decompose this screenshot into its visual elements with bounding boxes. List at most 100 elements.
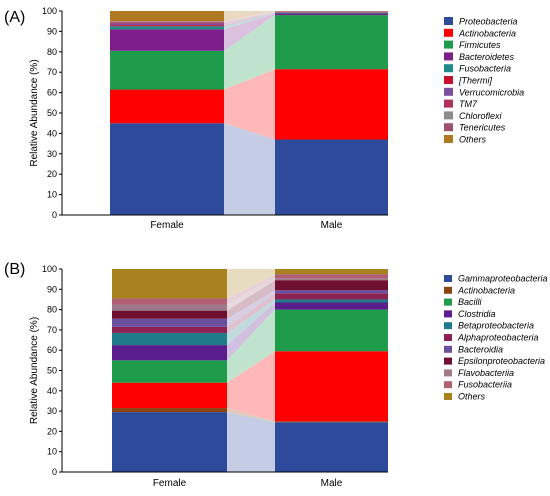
bar-segment <box>110 21 224 23</box>
bar-segment <box>112 326 227 333</box>
legend-swatch <box>444 40 453 49</box>
legend-label: Flavobacteriia <box>458 368 514 378</box>
bar-segment <box>275 309 388 352</box>
legend-label: Actinobacteria <box>457 285 515 295</box>
connector-band <box>224 11 275 23</box>
bar-segment <box>112 332 227 346</box>
y-tick-label: 0 <box>52 210 57 220</box>
x-tick-label: Male <box>321 220 343 231</box>
legend-label: TM7 <box>459 99 478 109</box>
bar-segment <box>112 412 227 472</box>
y-tick-label: 40 <box>47 128 57 138</box>
bar-segment <box>112 382 227 409</box>
legend-swatch <box>444 17 453 25</box>
legend-swatch <box>444 123 453 132</box>
y-tick-label: 30 <box>47 406 57 416</box>
y-tick-label: 70 <box>47 67 57 77</box>
bar-segment <box>275 421 388 423</box>
legend-label: Firmicutes <box>459 40 501 50</box>
panel-label: (B) <box>4 261 25 278</box>
bar-segment <box>112 269 227 299</box>
bar-segment <box>110 89 224 124</box>
bar-segment <box>275 278 388 281</box>
legend-label: Others <box>458 392 486 402</box>
x-tick-label: Female <box>150 220 184 231</box>
legend-swatch <box>444 334 452 341</box>
legend-label: Bacteroidetes <box>459 52 515 62</box>
bar-segment <box>275 139 388 215</box>
legend-label: Others <box>459 135 487 145</box>
bar-segment <box>275 269 388 275</box>
connector-band <box>227 278 275 311</box>
connector-band <box>227 302 275 361</box>
legend-label: Fusobacteria <box>459 64 511 74</box>
connector-band <box>227 290 275 327</box>
legend-label: Verrucomicrobia <box>459 87 524 97</box>
connector-band <box>224 11 275 22</box>
legend-label: Actinobacteria <box>458 28 516 38</box>
bar-segment <box>275 299 388 303</box>
y-tick-label: 80 <box>47 305 57 315</box>
legend-swatch <box>444 345 452 353</box>
connector-band <box>227 309 275 383</box>
y-tick-label: 80 <box>47 47 57 57</box>
legend-label: Bacteroidia <box>458 344 503 354</box>
panel-label: (A) <box>4 9 25 26</box>
y-tick-label: 70 <box>47 325 57 335</box>
y-tick-label: 0 <box>52 467 57 477</box>
bar-segment <box>275 293 388 300</box>
connector-band <box>224 69 275 140</box>
legend-swatch <box>444 111 453 120</box>
y-tick-label: 10 <box>47 447 57 457</box>
connector-band <box>224 12 275 26</box>
legend-label: Alphaproteobacteria <box>457 333 539 343</box>
bar-segment <box>275 13 388 16</box>
legend-swatch <box>444 369 452 377</box>
bar-segment <box>112 345 227 361</box>
connector-band <box>227 412 275 472</box>
y-tick-label: 40 <box>47 386 57 396</box>
legend-swatch <box>444 64 453 73</box>
legend-swatch <box>444 310 452 318</box>
legend-label: [Thermi] <box>458 76 493 86</box>
bar-segment <box>110 26 224 30</box>
legend-swatch <box>444 322 452 330</box>
connector-band <box>227 293 275 333</box>
legend-label: Chloroflexi <box>459 111 503 121</box>
legend-swatch <box>444 52 453 61</box>
connector-band <box>224 15 275 90</box>
connector-band <box>224 123 275 215</box>
y-tick-label: 90 <box>47 284 57 294</box>
legend-label: Bacilli <box>458 297 483 307</box>
connector-band <box>224 13 275 51</box>
legend-label: Fusobacteriia <box>458 380 512 390</box>
legend-swatch <box>444 99 453 108</box>
legend-swatch <box>444 357 452 365</box>
bar-segment <box>112 298 227 305</box>
connector-band <box>224 11 275 24</box>
connector-band <box>227 280 275 319</box>
legend-label: Epsilonproteobacteria <box>458 356 545 366</box>
y-tick-label: 50 <box>47 366 57 376</box>
bar-segment <box>110 21 224 22</box>
bar-segment <box>275 351 388 422</box>
bar-segment <box>110 11 224 22</box>
bar-segment <box>112 310 227 319</box>
x-tick-label: Female <box>153 478 187 489</box>
y-tick-label: 100 <box>42 264 57 274</box>
bar-segment <box>110 123 224 215</box>
bar-segment <box>112 408 227 413</box>
bar-segment <box>110 23 224 26</box>
y-tick-label: 10 <box>47 190 57 200</box>
y-tick-label: 100 <box>42 6 57 16</box>
connector-band <box>227 269 275 299</box>
bar-segment <box>275 69 388 140</box>
y-tick-label: 30 <box>47 149 57 159</box>
connector-band <box>227 351 275 422</box>
legend-label: Proteobacteria <box>459 17 518 27</box>
bar-segment <box>112 360 227 383</box>
connector-band <box>227 299 275 346</box>
connector-band <box>224 11 275 22</box>
connector-band <box>227 408 275 423</box>
